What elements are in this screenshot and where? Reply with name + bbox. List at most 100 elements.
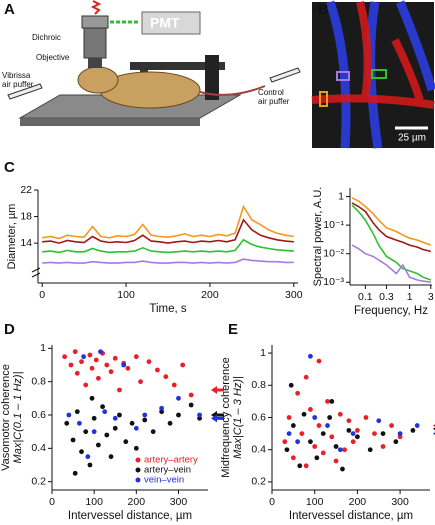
data-point: [188, 402, 194, 408]
data-point: [350, 439, 356, 445]
data-point: [66, 412, 72, 418]
data-point: [81, 354, 87, 360]
legend-marker: [135, 467, 141, 473]
data-line: [42, 238, 294, 254]
x-tick-label: 0: [39, 289, 45, 301]
y-tick-label: 0.6: [31, 409, 46, 421]
data-point: [125, 365, 131, 371]
data-point: [72, 470, 78, 476]
label: air puffer: [258, 97, 290, 106]
data-point: [142, 412, 148, 418]
laser: [90, 0, 102, 15]
roi: [371, 69, 387, 79]
data-point: [346, 418, 352, 424]
x-axis-label: Intervessel distance, µm: [68, 510, 192, 522]
y-tick-label: 0.8: [31, 375, 46, 387]
setup-diagram: Dichroic Objective PMT Vibrissa air puff…: [2, 0, 301, 126]
label: Dichroic: [32, 33, 61, 42]
data-point: [308, 439, 313, 445]
data-point: [372, 431, 377, 437]
data-point: [367, 447, 373, 453]
data-point: [320, 450, 326, 456]
label: air puffer: [2, 80, 34, 89]
data-point: [295, 390, 301, 396]
data-point: [308, 353, 313, 359]
y-tick-label: 0.8: [251, 379, 266, 391]
data-point: [176, 395, 181, 401]
y-axis-label: Max|C(1 – 3 Hz)|: [232, 376, 244, 459]
x-tick-label: 200: [349, 496, 367, 508]
data-point: [89, 365, 95, 371]
data-point: [299, 431, 305, 437]
data-point: [95, 375, 101, 381]
data-point: [91, 415, 97, 421]
x-tick-label: 200: [201, 289, 219, 301]
y-tick-label: 10⁻¹: [323, 219, 344, 231]
data-point: [188, 392, 194, 398]
data-point: [333, 444, 339, 449]
data-line: [351, 244, 431, 283]
data-point: [303, 374, 309, 380]
data-point: [163, 374, 169, 380]
data-point: [180, 362, 186, 368]
data-point: [303, 463, 309, 469]
vibrissa-puffer: [7, 83, 43, 100]
y-axis-label: Diameter, µm: [6, 204, 18, 270]
data-point: [308, 407, 313, 412]
data-line: [351, 202, 431, 253]
holder-bar: [130, 62, 225, 70]
scale-label: 25 µm: [398, 133, 426, 144]
data-point: [282, 439, 288, 445]
data-point: [150, 429, 156, 435]
x-tick-label: 300: [391, 496, 409, 508]
data-point: [155, 367, 160, 373]
legend-marker: [135, 457, 141, 463]
x-tick-label: 0: [269, 496, 275, 508]
data-point: [355, 427, 360, 433]
data-point: [389, 423, 394, 428]
data-point: [286, 415, 292, 420]
data-line: [42, 218, 294, 244]
data-point: [64, 420, 70, 426]
data-point: [325, 398, 330, 404]
data-point: [112, 355, 118, 361]
vessel-image: 25 µm: [311, 0, 435, 149]
legend-label: artery–vein: [144, 465, 191, 476]
data-point: [95, 442, 101, 448]
data-point: [117, 387, 122, 393]
arteries: [311, 1, 435, 109]
roi: [319, 91, 328, 107]
data-point: [87, 352, 93, 358]
data-point: [93, 357, 99, 363]
legend-label: vein–vein: [144, 475, 184, 486]
data-point: [376, 418, 382, 424]
y-tick-label: 18: [20, 210, 32, 222]
data-point: [91, 429, 97, 435]
data-point: [410, 427, 416, 433]
mouse-tail: [199, 85, 266, 96]
data-point: [129, 420, 135, 426]
y-tick-label: 1: [260, 347, 266, 359]
roi: [336, 71, 350, 81]
x-tick-label: 100: [306, 496, 324, 508]
data-point: [176, 412, 181, 418]
y-tick-label: 0.4: [31, 442, 46, 454]
data-point: [197, 412, 202, 418]
data-point: [167, 420, 173, 426]
data-point: [87, 462, 93, 468]
data-point: [102, 409, 108, 415]
data-point: [159, 409, 165, 415]
y-tick-label: 10⁻³: [323, 276, 344, 288]
x-tick-label: 300: [170, 496, 188, 508]
label: Objective: [36, 53, 70, 62]
data-point: [316, 358, 322, 364]
data-point: [83, 382, 89, 388]
x-tick-label: 3: [428, 291, 434, 303]
panel-label: A: [4, 1, 15, 18]
data-point: [337, 411, 343, 417]
data-point: [290, 455, 296, 461]
data-point: [98, 349, 103, 355]
panel-label: C: [4, 159, 15, 176]
objective-tip: [88, 58, 102, 68]
data-point: [123, 439, 129, 445]
